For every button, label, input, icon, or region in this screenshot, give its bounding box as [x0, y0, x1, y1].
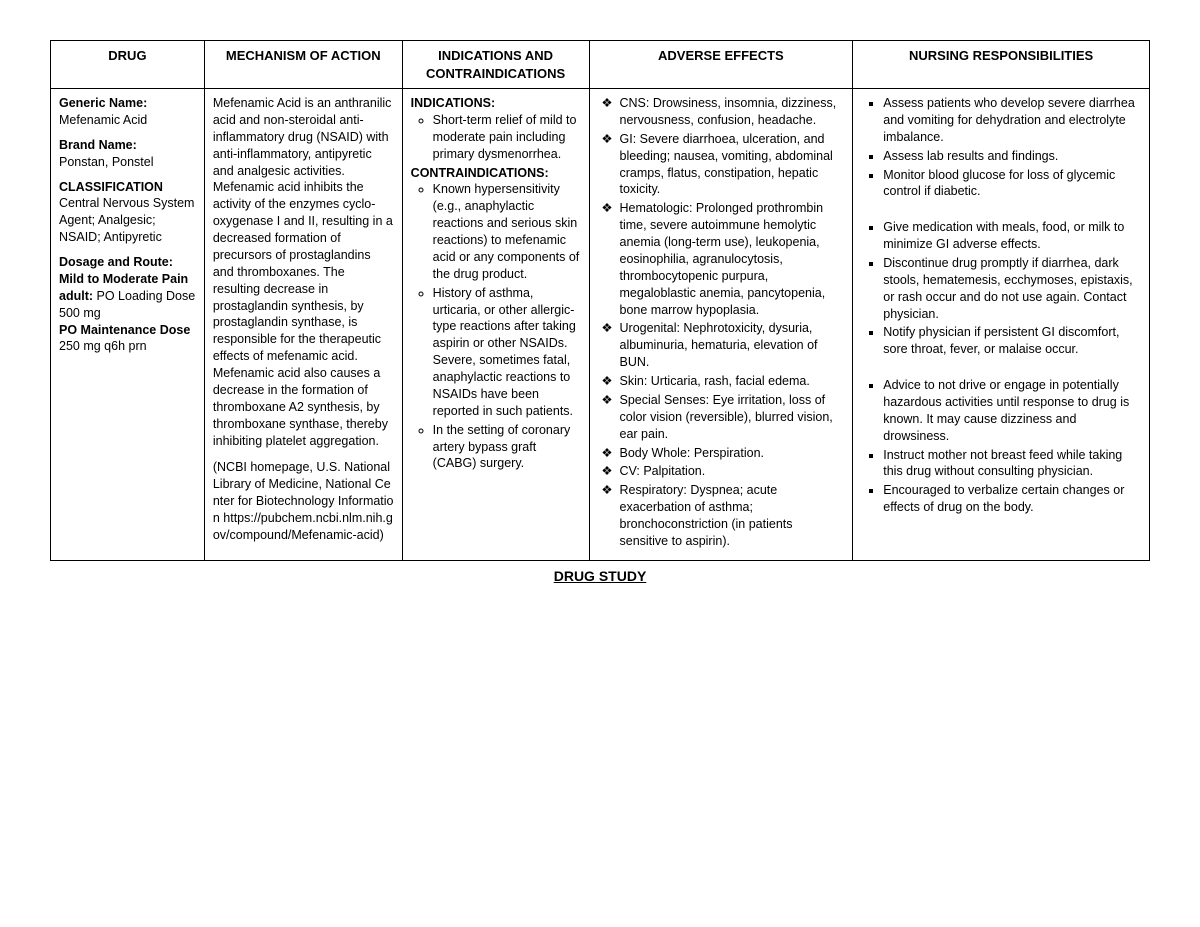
table-head: DRUG MECHANISM OF ACTION INDICATIONS AND…	[51, 41, 1150, 89]
contraindications-label: CONTRAINDICATIONS:	[411, 166, 549, 180]
header-moa: MECHANISM OF ACTION	[204, 41, 402, 89]
nursing-item: Encouraged to verbalize certain changes …	[883, 482, 1141, 516]
nursing-list-3: Advice to not drive or engage in potenti…	[861, 377, 1141, 516]
generic-label: Generic Name:	[59, 96, 147, 110]
adverse-effect-item: Urogenital: Nephrotoxicity, dysuria, alb…	[620, 320, 845, 371]
header-ind: INDICATIONS AND CONTRAINDICATIONS	[402, 41, 589, 89]
moa-citation: (NCBI homepage, U.S. National Library of…	[213, 459, 394, 543]
adverse-effect-item: Body Whole: Perspiration.	[620, 445, 845, 462]
contraindication-item: In the setting of coronary artery bypass…	[433, 422, 581, 473]
cell-nurs: Assess patients who develop severe diarr…	[853, 89, 1150, 561]
header-drug: DRUG	[51, 41, 205, 89]
brand-name: Ponstan, Ponstel	[59, 155, 154, 169]
indication-item: Short-term relief of mild to moderate pa…	[433, 112, 581, 163]
classification-label: CLASSIFICATION	[59, 180, 163, 194]
nursing-item: Notify physician if persistent GI discom…	[883, 324, 1141, 358]
nursing-item: Assess lab results and findings.	[883, 148, 1141, 165]
adverse-effects-list: CNS: Drowsiness, insomnia, dizziness, ne…	[598, 95, 845, 550]
adverse-effect-item: CNS: Drowsiness, insomnia, dizziness, ne…	[620, 95, 845, 129]
moa-paragraph: Mefenamic Acid is an anthranilic acid an…	[213, 95, 394, 449]
nursing-item: Instruct mother not breast feed while ta…	[883, 447, 1141, 481]
contraindication-item: History of asthma, urticaria, or other a…	[433, 285, 581, 420]
cell-drug: Generic Name: Mefenamic Acid Brand Name:…	[51, 89, 205, 561]
adverse-effect-item: Respiratory: Dyspnea; acute exacerbation…	[620, 482, 845, 550]
nursing-item: Monitor blood glucose for loss of glycem…	[883, 167, 1141, 201]
footer-title: DRUG STUDY	[50, 567, 1150, 586]
dosage-label: Dosage and Route:	[59, 255, 173, 269]
header-nurs: NURSING RESPONSIBILITIES	[853, 41, 1150, 89]
indications-label: INDICATIONS:	[411, 96, 496, 110]
adverse-effect-item: Hematologic: Prolonged prothrombin time,…	[620, 200, 845, 318]
header-ae: ADVERSE EFFECTS	[589, 41, 853, 89]
nursing-list-1: Assess patients who develop severe diarr…	[861, 95, 1141, 200]
nursing-item: Advice to not drive or engage in potenti…	[883, 377, 1141, 445]
nursing-item: Assess patients who develop severe diarr…	[883, 95, 1141, 146]
cell-moa: Mefenamic Acid is an anthranilic acid an…	[204, 89, 402, 561]
generic-name: Mefenamic Acid	[59, 113, 147, 127]
adverse-effect-item: GI: Severe diarrhoea, ulceration, and bl…	[620, 131, 845, 199]
nursing-item: Give medication with meals, food, or mil…	[883, 219, 1141, 253]
dosage-line2-bold: PO Maintenance Dose	[59, 323, 190, 337]
adverse-effect-item: Skin: Urticaria, rash, facial edema.	[620, 373, 845, 390]
adverse-effect-item: Special Senses: Eye irritation, loss of …	[620, 392, 845, 443]
cell-ae: CNS: Drowsiness, insomnia, dizziness, ne…	[589, 89, 853, 561]
classification-text: Central Nervous System Agent; Analgesic;…	[59, 196, 194, 244]
contraindication-item: Known hypersensitivity (e.g., anaphylact…	[433, 181, 581, 282]
drug-study-table: DRUG MECHANISM OF ACTION INDICATIONS AND…	[50, 40, 1150, 561]
nursing-list-2: Give medication with meals, food, or mil…	[861, 219, 1141, 358]
header-row: DRUG MECHANISM OF ACTION INDICATIONS AND…	[51, 41, 1150, 89]
brand-label: Brand Name:	[59, 138, 137, 152]
dosage-line2-text: 250 mg q6h prn	[59, 339, 147, 353]
table-row: Generic Name: Mefenamic Acid Brand Name:…	[51, 89, 1150, 561]
adverse-effect-item: CV: Palpitation.	[620, 463, 845, 480]
contraindications-list: Known hypersensitivity (e.g., anaphylact…	[411, 181, 581, 472]
indications-list: Short-term relief of mild to moderate pa…	[411, 112, 581, 163]
cell-ind: INDICATIONS: Short-term relief of mild t…	[402, 89, 589, 561]
nursing-item: Discontinue drug promptly if diarrhea, d…	[883, 255, 1141, 323]
